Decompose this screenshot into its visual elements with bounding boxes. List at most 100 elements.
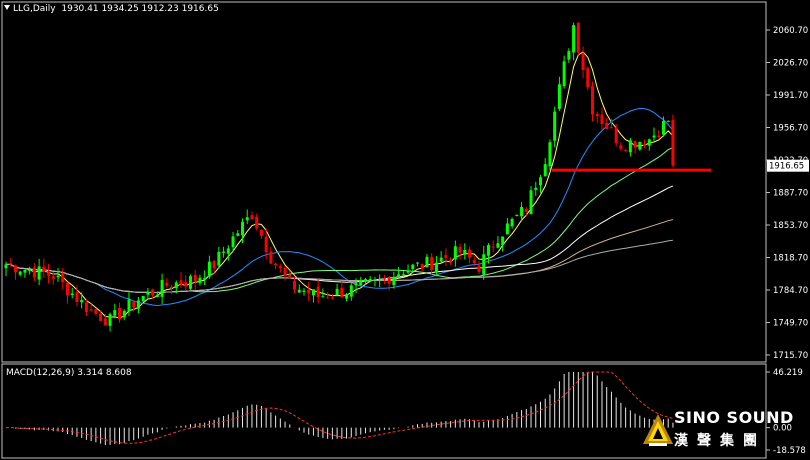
candle-body (534, 187, 538, 190)
logo-mark-icon (643, 414, 673, 446)
candle-body (311, 289, 315, 296)
price-tick-label: 2060.70 (773, 26, 808, 36)
candle-body (28, 269, 32, 271)
candle-body (624, 150, 628, 152)
candle-body (628, 140, 632, 153)
candle-body (449, 259, 453, 262)
candle-body (595, 114, 599, 117)
macd-signal-line (6, 371, 674, 444)
candle-body (468, 249, 472, 258)
candle-body (179, 280, 183, 285)
candle-body (118, 307, 122, 320)
candle-body (103, 318, 107, 326)
candle-body (113, 310, 117, 316)
candle-body (160, 280, 164, 297)
candle-body (80, 299, 84, 303)
candle-body (170, 286, 174, 289)
candle-body (434, 262, 438, 273)
candle-body (439, 257, 443, 262)
macd-tick-label: 46.219 (773, 368, 803, 378)
candle-body (65, 282, 69, 296)
macd-tick-label: 0.00 (773, 424, 792, 434)
candle-body (453, 246, 457, 260)
macd-tick-label: -18.578 (773, 446, 806, 456)
candle-body (666, 120, 670, 122)
candle-body (99, 313, 103, 321)
macd-header: MACD(12,26,9) 3.314 8.608 (6, 368, 132, 378)
candle-body (345, 294, 349, 299)
candle-body (127, 299, 131, 312)
candlesticks (4, 22, 675, 332)
candle-body (368, 278, 372, 282)
candle-body (255, 216, 259, 229)
candle-body (444, 255, 448, 259)
candle-body (330, 297, 334, 299)
candle-body (496, 243, 500, 248)
ma-60-line (5, 185, 674, 293)
price-tick-label: 1887.70 (773, 189, 808, 199)
candle-body (269, 251, 273, 264)
candle-body (420, 263, 424, 269)
candle-body (37, 266, 41, 280)
candle-body (241, 221, 244, 236)
candle-body (520, 206, 524, 217)
candle-body (463, 249, 467, 255)
dropdown-triangle-icon[interactable] (4, 5, 10, 10)
candle-body (70, 293, 74, 296)
candle-body (557, 84, 561, 109)
candle-body (217, 251, 221, 266)
candle-body (416, 262, 420, 264)
candle-body (591, 86, 595, 115)
candle-body (614, 127, 618, 144)
candle-body (302, 290, 306, 293)
candle-body (406, 270, 410, 273)
price-tick-label: 1749.70 (773, 319, 808, 329)
candle-body (56, 275, 60, 278)
candle-body (307, 289, 311, 294)
candle-body (354, 282, 358, 286)
candle-body (264, 236, 268, 253)
candle-body (486, 245, 490, 256)
candle-body (363, 279, 367, 282)
candle-body (75, 292, 79, 302)
candle-body (155, 294, 159, 297)
current-price-box (767, 159, 809, 172)
candle-body (236, 233, 240, 236)
candle-body (207, 261, 211, 277)
macd-axis: 46.219 0.00 -18.578 (766, 368, 806, 456)
current-price-label: 1916.65 (769, 162, 804, 172)
candle-body (259, 229, 263, 236)
candle-body (231, 236, 235, 248)
candle-body (600, 114, 604, 124)
brand-logo: SINO SOUND 漢聲集團 (640, 408, 808, 458)
macd-pane-border (1, 363, 767, 459)
candle-body (108, 314, 112, 326)
candle-body (411, 264, 415, 269)
candle-body (397, 274, 401, 278)
candle-body (382, 277, 386, 279)
ohlc-label: 1930.41 1934.25 1912.23 1916.65 (61, 4, 219, 14)
candle-body (576, 22, 580, 53)
candle-body (491, 246, 495, 248)
candle-body (297, 289, 301, 293)
price-tick-label: 1991.70 (773, 91, 808, 101)
candle-body (288, 274, 292, 279)
candle-body (321, 296, 325, 298)
candle-body (657, 135, 661, 137)
candle-body (146, 291, 150, 295)
candle-body (340, 287, 344, 298)
candle-body (122, 310, 126, 318)
ma-140-line (5, 239, 673, 293)
candle-body (198, 277, 202, 283)
candle-body (482, 254, 486, 275)
candle-body (18, 271, 22, 275)
candle-body (425, 256, 429, 268)
candle-body (203, 278, 207, 280)
chart-header: LLG,Daily 1930.41 1934.25 1912.23 1916.6… (4, 4, 219, 14)
candle-body (141, 296, 145, 302)
candle-body (174, 282, 178, 289)
candle-body (226, 248, 230, 254)
candle-body (538, 177, 542, 186)
candle-body (61, 273, 65, 283)
